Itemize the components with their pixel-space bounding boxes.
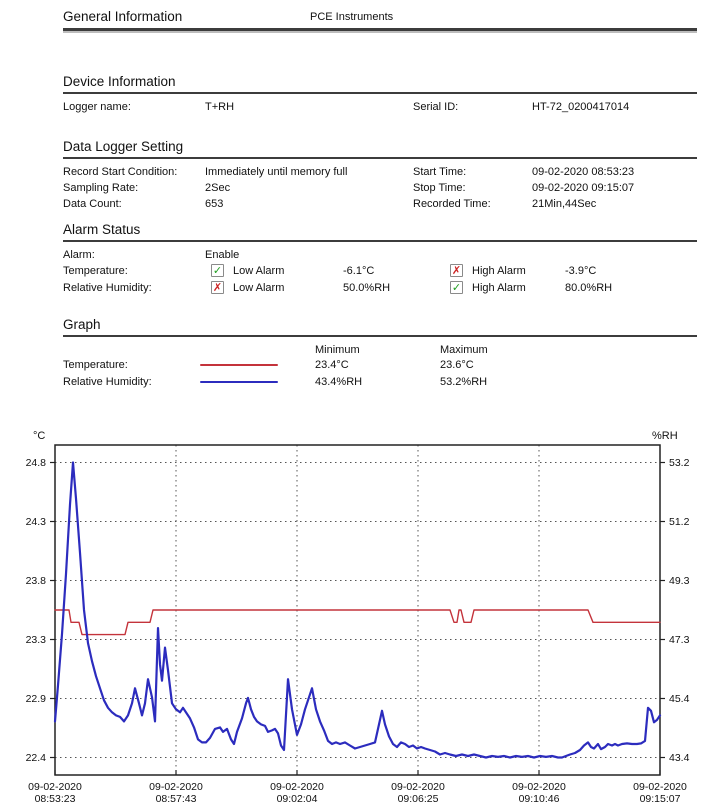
logger-name-value: T+RH xyxy=(205,101,235,113)
x-axis-date: 09-02-2020 xyxy=(633,781,687,793)
section-rule xyxy=(63,92,697,94)
left-axis-tick: 23.3 xyxy=(26,634,47,646)
rh-high-alarm-value: 80.0%RH xyxy=(565,282,613,294)
recorded-time-label: Recorded Time: xyxy=(413,198,491,210)
x-axis-time: 08:53:23 xyxy=(35,793,76,805)
temp-high-alarm-value: -3.9°C xyxy=(565,265,597,277)
section-rule xyxy=(63,28,697,31)
right-axis-tick: 45.4 xyxy=(669,693,690,705)
recorded-time-value: 21Min,44Sec xyxy=(532,198,597,210)
right-axis-unit: %RH xyxy=(652,430,678,442)
x-axis-time: 09:06:25 xyxy=(398,793,439,805)
alarm-label: Alarm: xyxy=(63,249,95,261)
left-axis-tick: 24.3 xyxy=(26,516,47,528)
temp-low-alarm-value: -6.1°C xyxy=(343,265,375,277)
brand-name: PCE Instruments xyxy=(310,11,394,23)
x-axis-time: 09:02:04 xyxy=(277,793,318,805)
right-axis-tick: 49.3 xyxy=(669,575,690,587)
start-time-value: 09-02-2020 08:53:23 xyxy=(532,166,635,178)
x-axis-date: 09-02-2020 xyxy=(512,781,566,793)
section-rule xyxy=(63,240,697,242)
temp-low-alarm-checkbox: ✓ xyxy=(211,264,224,277)
series-temperature xyxy=(54,609,661,636)
serial-id-label: Serial ID: xyxy=(413,101,459,113)
logger-name-label: Logger name: xyxy=(63,101,131,113)
chart-svg: 24.8 53.2 24.3 51.2 23.8 49.3 23.3 47.3 22.9 45.4… xyxy=(26,430,690,805)
temp-low-alarm-label: Low Alarm xyxy=(233,265,285,277)
right-axis-tick: 51.2 xyxy=(669,516,690,528)
series-relative-humidity xyxy=(53,461,662,759)
section-rule xyxy=(63,335,697,337)
legend-temp-max: 23.6°C xyxy=(440,359,474,371)
legend-max-header: Maximum xyxy=(440,344,488,356)
sampling-rate-label: Sampling Rate: xyxy=(63,182,139,194)
alarm-state: Enable xyxy=(205,249,240,261)
x-axis-date: 09-02-2020 xyxy=(149,781,203,793)
legend-rh-max: 53.2%RH xyxy=(440,376,488,388)
x-axis-time: 08:57:43 xyxy=(156,793,197,805)
left-axis-tick: 24.8 xyxy=(26,457,47,469)
right-axis-tick: 53.2 xyxy=(669,457,690,469)
temp-alarm-label: Temperature: xyxy=(63,265,128,277)
legend-rh-label: Relative Humidity: xyxy=(63,376,152,388)
serial-id-value: HT-72_0200417014 xyxy=(532,101,630,113)
sampling-rate-value: 2Sec xyxy=(205,182,231,194)
page-title: General Information xyxy=(63,9,183,24)
x-axis-date: 09-02-2020 xyxy=(28,781,82,793)
record-start-label: Record Start Condition: xyxy=(63,166,178,178)
x-axis-date: 09-02-2020 xyxy=(391,781,445,793)
legend-min-header: Minimum xyxy=(315,344,360,356)
stop-time-label: Stop Time: xyxy=(413,182,466,194)
rh-low-alarm-value: 50.0%RH xyxy=(343,282,391,294)
x-axis-date: 09-02-2020 xyxy=(270,781,324,793)
rh-low-alarm-checkbox: ✗ xyxy=(211,281,224,294)
rh-high-alarm-label: High Alarm xyxy=(472,282,526,294)
legend-temp-label: Temperature: xyxy=(63,359,128,371)
rh-alarm-label: Relative Humidity: xyxy=(63,282,152,294)
rh-high-alarm-checkbox: ✓ xyxy=(450,281,463,294)
left-axis-tick: 22.4 xyxy=(26,752,47,764)
stop-time-value: 09-02-2020 09:15:07 xyxy=(532,182,635,194)
temp-high-alarm-checkbox: ✗ xyxy=(450,264,463,277)
rh-low-alarm-label: Low Alarm xyxy=(233,282,285,294)
left-axis-unit: °C xyxy=(33,430,45,442)
graph-section-heading: Graph xyxy=(63,317,101,332)
data-count-value: 653 xyxy=(205,198,224,210)
section-rule xyxy=(63,157,697,159)
legend-rh-line xyxy=(200,381,278,384)
data-count-label: Data Count: xyxy=(63,198,122,210)
right-axis-tick: 47.3 xyxy=(669,634,690,646)
legend-temp-line xyxy=(200,364,278,367)
temp-high-alarm-label: High Alarm xyxy=(472,265,526,277)
alarm-section-heading: Alarm Status xyxy=(63,222,141,237)
legend-temp-min: 23.4°C xyxy=(315,359,349,371)
record-start-value: Immediately until memory full xyxy=(205,166,348,178)
start-time-label: Start Time: xyxy=(413,166,467,178)
right-axis-tick: 43.4 xyxy=(669,752,690,764)
x-axis-time: 09:10:46 xyxy=(519,793,560,805)
left-axis-tick: 22.9 xyxy=(26,693,47,705)
legend-rh-min: 43.4%RH xyxy=(315,376,363,388)
x-axis-time: 09:15:07 xyxy=(640,793,681,805)
device-section-heading: Device Information xyxy=(63,74,176,89)
settings-section-heading: Data Logger Setting xyxy=(63,139,184,154)
left-axis-tick: 23.8 xyxy=(26,575,47,587)
